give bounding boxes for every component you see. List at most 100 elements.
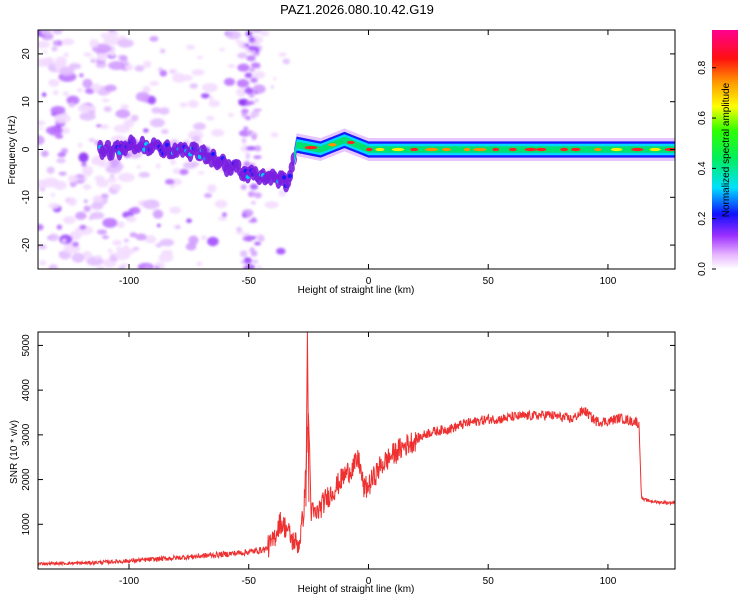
noise-blob: [144, 264, 152, 269]
noise-blob: [201, 235, 208, 241]
colorbar-tick-label: 0.2: [697, 211, 708, 225]
ridge-blob: [235, 159, 242, 170]
y-tick-label: 0: [21, 146, 32, 152]
noise-blob: [130, 114, 139, 122]
band-hotspot: [304, 145, 318, 150]
noise-blob: [130, 206, 141, 215]
noise-blob: [95, 124, 102, 128]
noise-blob: [120, 104, 129, 111]
snr-frame: [37, 331, 676, 570]
noise-blob: [159, 69, 168, 77]
noise-blob: [38, 244, 47, 250]
noise-blob: [83, 52, 93, 57]
snr-plot-area: [38, 332, 675, 567]
noise-blob: [208, 95, 214, 101]
noise-blob: [172, 73, 186, 83]
noise-blob: [214, 199, 228, 209]
noise-blob: [63, 216, 76, 225]
noise-blob: [117, 172, 135, 183]
y-tick-label: 10: [21, 96, 32, 108]
noise-blob: [236, 227, 243, 232]
noise-blob: [278, 52, 287, 57]
noise-blob: [42, 50, 48, 54]
snr-x-label: Height of straight line (km): [298, 584, 415, 595]
noise-blob: [158, 107, 170, 115]
noise-blob: [237, 52, 248, 59]
noise-blob: [187, 99, 199, 108]
y-tick-label: 20: [21, 48, 32, 60]
noise-blob: [135, 91, 150, 102]
noise-blob: [169, 206, 181, 214]
noise-blob: [248, 219, 258, 223]
noise-blob: [51, 46, 58, 52]
noise-blob: [71, 252, 85, 263]
noise-blob: [79, 73, 84, 78]
y-tick-label: 3000: [21, 423, 32, 446]
noise-blob: [254, 145, 262, 152]
spectrogram-image: [38, 30, 675, 269]
colorbar-tick-label: 0.0: [697, 262, 708, 276]
noise-blob: [56, 158, 66, 164]
band-hotspot: [664, 147, 675, 152]
noise-blob: [244, 72, 253, 79]
band-hotspot: [410, 147, 419, 152]
noise-blob: [88, 138, 96, 142]
noise-blob: [197, 171, 205, 175]
noise-blob: [245, 115, 251, 121]
noise-blob: [82, 177, 88, 181]
noise-blob: [59, 66, 75, 76]
noise-blob: [94, 255, 103, 260]
noise-blob: [68, 102, 76, 108]
x-tick-label: -50: [242, 276, 257, 287]
noise-blob: [67, 197, 77, 207]
noise-blob: [240, 184, 247, 190]
band-hotspot: [631, 147, 644, 152]
coherent-band: [294, 128, 675, 169]
snr-series-line: [38, 406, 675, 567]
noise-blob: [79, 224, 87, 230]
noise-blob: [60, 127, 70, 134]
noise-blob: [58, 156, 64, 160]
x-tick-label: 50: [483, 576, 495, 587]
noise-blob: [245, 152, 251, 160]
noise-blob: [119, 55, 128, 62]
colorbar-ticks: 0.0 0.2 0.4 0.6 0.8: [697, 60, 716, 276]
noise-blob: [38, 135, 45, 146]
noise-blob: [136, 165, 142, 169]
spectrogram-x-axis: -100 -50 0 50 100: [119, 30, 617, 287]
noise-blob: [90, 57, 96, 61]
noise-blob: [196, 55, 204, 60]
band-hotspot: [442, 147, 452, 152]
noise-blob: [154, 265, 160, 269]
noise-blob: [96, 265, 105, 269]
noise-blob: [79, 104, 93, 112]
noise-blob: [109, 183, 119, 189]
noise-blob: [89, 211, 105, 220]
x-tick-label: 0: [366, 576, 372, 587]
noise-blob: [250, 250, 258, 257]
noise-blob: [190, 161, 200, 167]
noise-blob: [228, 112, 234, 118]
noise-blob: [66, 95, 80, 105]
noise-blob: [109, 174, 115, 178]
noise-blob: [120, 262, 129, 268]
noise-blob: [115, 109, 131, 119]
noise-blob: [276, 247, 286, 255]
noise-blob: [123, 238, 130, 243]
noise-blob: [250, 77, 258, 83]
noise-blob: [158, 253, 174, 263]
noise-blob: [227, 64, 236, 69]
noise-blob: [142, 85, 151, 94]
noise-blob: [196, 261, 203, 267]
band-hotspot: [610, 147, 623, 152]
noise-blob: [251, 62, 261, 68]
y-tick-label: 2000: [21, 468, 32, 491]
noise-blob: [170, 159, 177, 165]
band-hotspot: [560, 147, 569, 152]
noise-blob: [253, 155, 262, 159]
noise-blob: [135, 233, 147, 241]
noise-blob: [211, 128, 225, 137]
noise-blob: [242, 236, 252, 242]
noise-blob: [92, 195, 103, 205]
